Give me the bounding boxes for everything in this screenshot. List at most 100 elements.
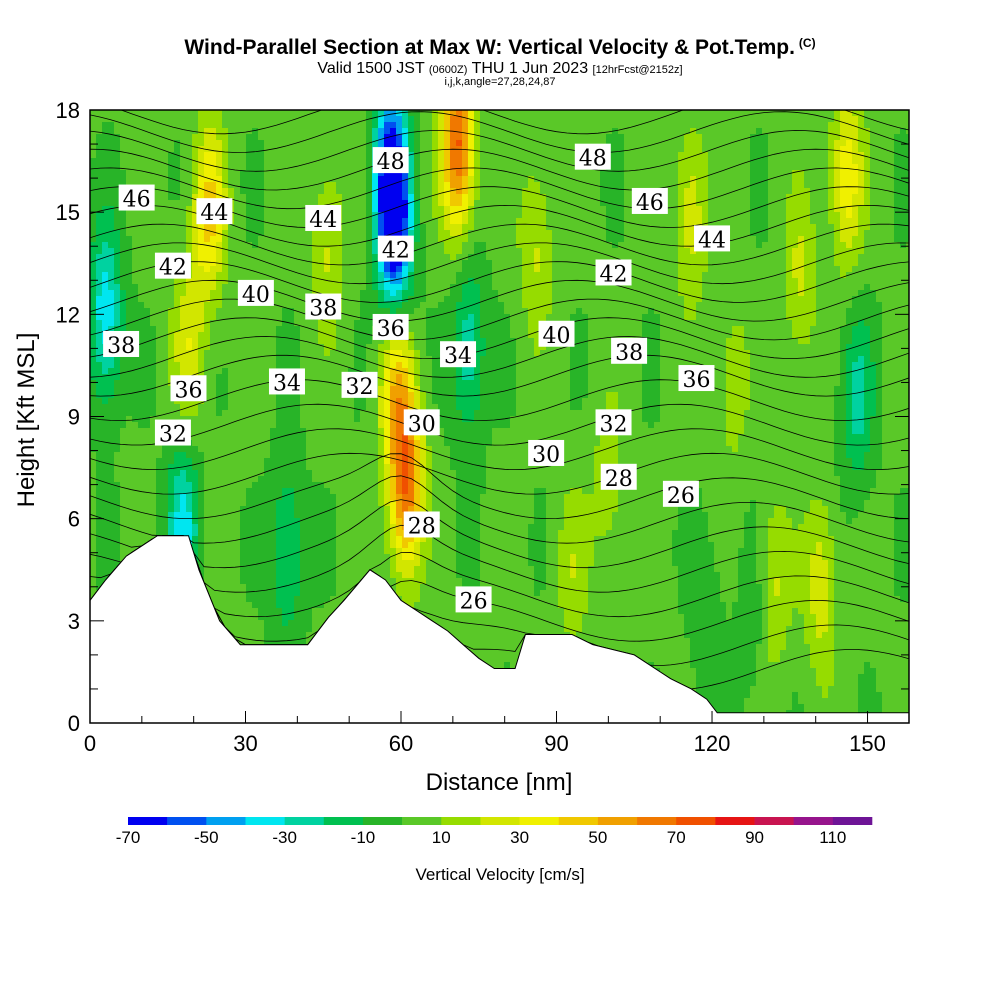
velocity-cell bbox=[252, 404, 259, 411]
velocity-cell bbox=[156, 452, 163, 459]
velocity-cell bbox=[210, 506, 217, 513]
velocity-cell bbox=[336, 134, 343, 141]
velocity-cell bbox=[318, 326, 325, 333]
velocity-cell bbox=[204, 470, 211, 477]
velocity-cell bbox=[342, 452, 349, 459]
velocity-cell bbox=[144, 110, 151, 117]
velocity-cell bbox=[252, 314, 259, 321]
velocity-cell bbox=[246, 326, 253, 333]
velocity-cell bbox=[240, 248, 247, 255]
velocity-cell bbox=[372, 206, 379, 213]
velocity-cell bbox=[336, 488, 343, 495]
velocity-cell bbox=[174, 404, 181, 411]
velocity-cell bbox=[210, 536, 217, 543]
velocity-cell bbox=[294, 134, 301, 141]
velocity-cell bbox=[312, 470, 319, 477]
velocity-cell bbox=[336, 482, 343, 489]
velocity-cell bbox=[168, 248, 175, 255]
velocity-cell bbox=[204, 422, 211, 429]
velocity-cell bbox=[138, 290, 145, 297]
velocity-cell bbox=[318, 266, 325, 273]
velocity-cell bbox=[216, 302, 223, 309]
velocity-cell bbox=[210, 404, 217, 411]
velocity-cell bbox=[318, 524, 325, 531]
velocity-cell bbox=[240, 422, 247, 429]
velocity-cell bbox=[234, 314, 241, 321]
velocity-cell bbox=[348, 368, 355, 375]
velocity-cell bbox=[246, 416, 253, 423]
velocity-cell bbox=[204, 236, 211, 243]
velocity-cell bbox=[192, 254, 199, 261]
velocity-cell bbox=[192, 446, 199, 453]
velocity-cell bbox=[180, 218, 187, 225]
velocity-cell bbox=[306, 446, 313, 453]
velocity-cell bbox=[234, 572, 241, 579]
velocity-cell bbox=[222, 434, 229, 441]
velocity-cell bbox=[102, 410, 109, 417]
velocity-cell bbox=[138, 308, 145, 315]
velocity-cell bbox=[252, 422, 259, 429]
velocity-cell bbox=[342, 554, 349, 561]
velocity-cell bbox=[204, 476, 211, 483]
velocity-cell bbox=[324, 482, 331, 489]
velocity-cell bbox=[150, 404, 157, 411]
velocity-cell bbox=[192, 482, 199, 489]
velocity-cell bbox=[144, 128, 151, 135]
velocity-cell bbox=[354, 218, 361, 225]
velocity-cell bbox=[240, 386, 247, 393]
velocity-cell bbox=[276, 116, 283, 123]
velocity-cell bbox=[120, 476, 127, 483]
velocity-cell bbox=[240, 398, 247, 405]
velocity-cell bbox=[318, 200, 325, 207]
velocity-cell bbox=[132, 464, 139, 471]
velocity-cell bbox=[144, 398, 151, 405]
velocity-cell bbox=[198, 362, 205, 369]
velocity-cell bbox=[108, 368, 115, 375]
velocity-cell bbox=[336, 578, 343, 585]
velocity-cell bbox=[324, 326, 331, 333]
velocity-cell bbox=[372, 542, 379, 549]
velocity-cell bbox=[300, 194, 307, 201]
velocity-cell bbox=[276, 146, 283, 153]
velocity-cell bbox=[372, 290, 379, 297]
velocity-cell bbox=[252, 566, 259, 573]
velocity-cell bbox=[210, 296, 217, 303]
velocity-cell bbox=[90, 248, 97, 255]
velocity-cell bbox=[336, 542, 343, 549]
velocity-cell bbox=[222, 494, 229, 501]
velocity-cell bbox=[126, 410, 133, 417]
velocity-cell bbox=[282, 308, 289, 315]
velocity-cell bbox=[96, 494, 103, 501]
velocity-cell bbox=[360, 236, 367, 243]
velocity-cell bbox=[174, 332, 181, 339]
velocity-cell bbox=[108, 122, 115, 129]
velocity-cell bbox=[300, 392, 307, 399]
velocity-cell bbox=[102, 314, 109, 321]
velocity-cell bbox=[174, 530, 181, 537]
velocity-cell bbox=[120, 536, 127, 543]
velocity-cell bbox=[90, 236, 97, 243]
velocity-cell bbox=[246, 350, 253, 357]
velocity-cell bbox=[162, 392, 169, 399]
velocity-cell bbox=[294, 560, 301, 567]
velocity-cell bbox=[264, 596, 271, 603]
velocity-cell bbox=[252, 326, 259, 333]
velocity-cell bbox=[258, 374, 265, 381]
velocity-cell bbox=[234, 158, 241, 165]
velocity-cell bbox=[342, 530, 349, 537]
velocity-cell bbox=[186, 314, 193, 321]
velocity-cell bbox=[156, 218, 163, 225]
velocity-cell bbox=[234, 302, 241, 309]
velocity-cell bbox=[228, 392, 235, 399]
velocity-cell bbox=[348, 482, 355, 489]
velocity-cell bbox=[132, 380, 139, 387]
velocity-cell bbox=[138, 530, 145, 537]
velocity-cell bbox=[174, 116, 181, 123]
velocity-cell bbox=[246, 614, 253, 621]
velocity-cell bbox=[90, 296, 97, 303]
velocity-cell bbox=[96, 218, 103, 225]
velocity-cell bbox=[222, 602, 229, 609]
velocity-cell bbox=[336, 344, 343, 351]
velocity-cell bbox=[234, 260, 241, 267]
velocity-cell bbox=[132, 482, 139, 489]
